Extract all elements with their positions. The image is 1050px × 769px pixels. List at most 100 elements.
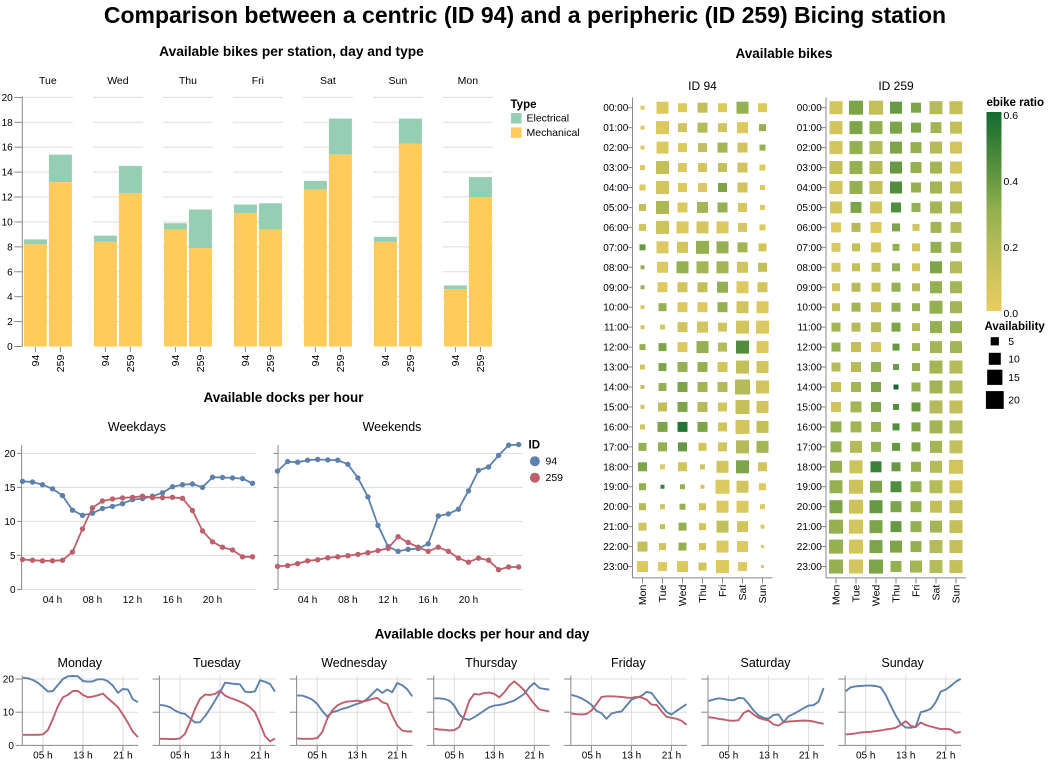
svg-text:13 h: 13 h: [759, 751, 778, 762]
svg-text:15: 15: [4, 483, 16, 494]
svg-text:Mechanical: Mechanical: [527, 127, 580, 139]
svg-text:16:00: 16:00: [797, 422, 822, 433]
svg-text:Type: Type: [511, 99, 537, 111]
svg-text:Sat: Sat: [320, 75, 336, 87]
svg-text:10: 10: [4, 517, 16, 528]
svg-text:10: 10: [2, 217, 14, 228]
svg-text:06:00: 06:00: [797, 223, 822, 234]
svg-text:Sun: Sun: [389, 75, 408, 87]
svg-text:94: 94: [310, 355, 322, 367]
svg-text:03:00: 03:00: [603, 163, 628, 174]
svg-text:2: 2: [7, 317, 13, 328]
svg-text:259: 259: [55, 355, 67, 373]
svg-text:21 h: 21 h: [662, 751, 681, 762]
svg-text:21:00: 21:00: [603, 522, 628, 533]
svg-text:Mon: Mon: [637, 585, 649, 606]
svg-text:05:00: 05:00: [603, 203, 628, 214]
svg-text:05 h: 05 h: [582, 751, 601, 762]
svg-text:ID 94: ID 94: [688, 79, 717, 93]
svg-text:13 h: 13 h: [896, 751, 915, 762]
svg-text:06:00: 06:00: [603, 223, 628, 234]
svg-text:5: 5: [10, 551, 16, 562]
svg-text:18: 18: [2, 118, 14, 129]
svg-text:259: 259: [125, 355, 137, 373]
svg-text:15:00: 15:00: [797, 402, 822, 413]
svg-text:03:00: 03:00: [797, 163, 822, 174]
svg-text:09:00: 09:00: [603, 283, 628, 294]
svg-text:19:00: 19:00: [797, 482, 822, 493]
svg-text:0.0: 0.0: [1004, 308, 1019, 320]
svg-text:10: 10: [3, 708, 15, 719]
svg-text:Wed: Wed: [107, 75, 129, 87]
svg-text:Sat: Sat: [931, 585, 943, 601]
svg-text:04:00: 04:00: [603, 183, 628, 194]
svg-text:Available docks per hour: Available docks per hour: [203, 390, 364, 405]
svg-text:259: 259: [546, 472, 564, 484]
svg-text:94: 94: [240, 355, 252, 367]
svg-text:Tue: Tue: [39, 75, 57, 87]
svg-text:Availability: Availability: [985, 321, 1046, 333]
svg-text:04:00: 04:00: [797, 183, 822, 194]
svg-text:20 h: 20 h: [459, 595, 478, 606]
svg-text:13 h: 13 h: [73, 751, 92, 762]
svg-text:Fri: Fri: [717, 585, 729, 597]
svg-text:Fri: Fri: [911, 585, 923, 597]
svg-text:12 h: 12 h: [378, 595, 397, 606]
svg-text:21 h: 21 h: [525, 751, 544, 762]
svg-text:Thu: Thu: [891, 585, 903, 603]
svg-text:20: 20: [3, 675, 15, 686]
svg-text:0.2: 0.2: [1004, 242, 1019, 254]
svg-text:Wed: Wed: [871, 585, 883, 607]
svg-text:94: 94: [30, 355, 42, 367]
svg-text:21:00: 21:00: [797, 522, 822, 533]
svg-text:5: 5: [1008, 336, 1014, 348]
svg-text:Comparison between a centric (: Comparison between a centric (ID 94) and…: [104, 2, 946, 28]
svg-text:Mon: Mon: [458, 75, 479, 87]
svg-text:94: 94: [100, 355, 112, 367]
svg-text:Thu: Thu: [179, 75, 197, 87]
svg-text:08 h: 08 h: [83, 595, 102, 606]
svg-text:07:00: 07:00: [603, 243, 628, 254]
svg-text:Tue: Tue: [657, 585, 669, 603]
svg-text:16 h: 16 h: [163, 595, 182, 606]
svg-text:Weekends: Weekends: [363, 420, 422, 434]
svg-text:10:00: 10:00: [603, 303, 628, 314]
svg-text:13 h: 13 h: [622, 751, 641, 762]
svg-text:05 h: 05 h: [170, 751, 189, 762]
svg-text:23:00: 23:00: [603, 562, 628, 573]
svg-text:12 h: 12 h: [123, 595, 142, 606]
svg-text:08 h: 08 h: [338, 595, 357, 606]
svg-text:13:00: 13:00: [603, 363, 628, 374]
svg-text:14: 14: [2, 168, 14, 179]
svg-text:22:00: 22:00: [797, 542, 822, 553]
svg-text:ID 259: ID 259: [878, 79, 914, 93]
svg-text:Sun: Sun: [757, 585, 769, 604]
svg-text:Weekdays: Weekdays: [108, 420, 166, 434]
svg-text:Sat: Sat: [737, 585, 749, 601]
svg-text:04 h: 04 h: [43, 595, 62, 606]
svg-text:259: 259: [475, 355, 487, 373]
svg-text:ID: ID: [529, 440, 541, 452]
svg-text:12:00: 12:00: [797, 343, 822, 354]
svg-text:4: 4: [7, 292, 13, 303]
svg-text:Sunday: Sunday: [881, 656, 924, 670]
svg-text:05 h: 05 h: [33, 751, 52, 762]
svg-text:0.6: 0.6: [1004, 110, 1019, 122]
svg-text:Wednesday: Wednesday: [321, 656, 388, 670]
svg-text:16:00: 16:00: [603, 422, 628, 433]
svg-text:15:00: 15:00: [603, 402, 628, 413]
svg-text:Monday: Monday: [58, 656, 103, 670]
svg-text:Tue: Tue: [851, 585, 863, 603]
svg-text:12: 12: [2, 193, 14, 204]
svg-text:13 h: 13 h: [485, 751, 504, 762]
svg-text:Thursday: Thursday: [465, 656, 518, 670]
svg-text:6: 6: [7, 267, 13, 278]
svg-text:0: 0: [8, 741, 14, 752]
svg-text:04 h: 04 h: [298, 595, 317, 606]
svg-text:05 h: 05 h: [856, 751, 875, 762]
svg-text:05:00: 05:00: [797, 203, 822, 214]
svg-text:Wed: Wed: [677, 585, 689, 607]
svg-text:21 h: 21 h: [799, 751, 818, 762]
svg-text:20 h: 20 h: [203, 595, 222, 606]
svg-text:Mon: Mon: [831, 585, 843, 606]
